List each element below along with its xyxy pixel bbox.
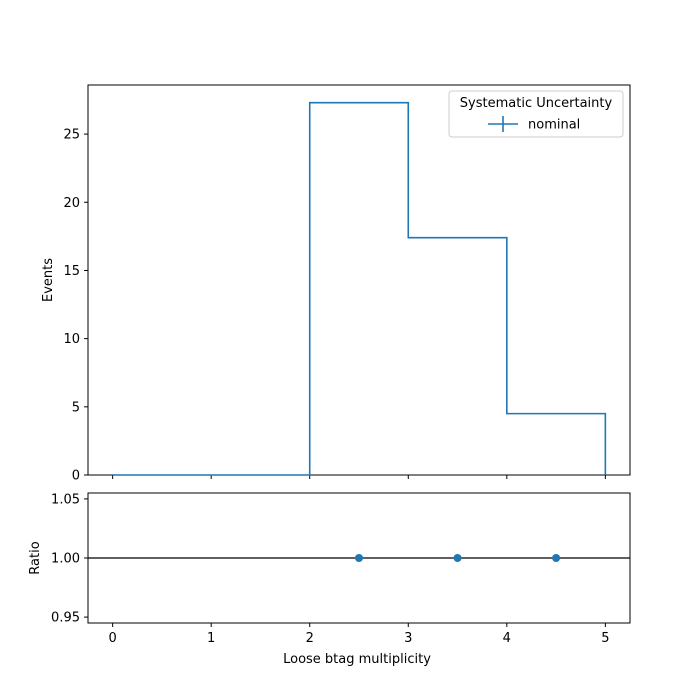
legend-title: Systematic Uncertainty [460, 96, 613, 111]
legend-entry-nominal: nominal [528, 118, 580, 133]
main-panel: 0 5 10 15 20 25 Events Systematic Uncertainty no… [41, 84, 631, 484]
ratio-x-tick-label: 1 [207, 631, 215, 646]
ratio-point [552, 554, 561, 562]
main-y-tick-label: 0 [72, 469, 80, 484]
main-y-tick-label: 15 [63, 264, 80, 279]
ratio-x-tick-label: 5 [601, 631, 609, 646]
main-y-tick-label: 20 [63, 196, 80, 211]
ratio-point [355, 554, 363, 562]
main-plot-frame [87, 84, 631, 476]
ratio-x-tick-label: 0 [108, 631, 116, 646]
histogram-bin [408, 238, 507, 475]
legend-frame [448, 90, 624, 138]
ratio-y-tick-label: 1.05 [51, 492, 80, 507]
ratio-panel: 0.95 1.00 1.05 0 1 2 3 4 5 Ratio Loose btag multip… [28, 492, 631, 667]
main-y-axis-label: Events [41, 258, 56, 302]
ratio-x-tick-label: 2 [306, 631, 314, 646]
ratio-y-tick-label: 0.95 [51, 611, 80, 626]
ratio-y-axis-label: Ratio [28, 541, 43, 574]
histogram-series-nominal [112, 101, 607, 476]
legend: Systematic Uncertainty nominal [448, 90, 624, 138]
main-y-tick-label: 10 [63, 332, 80, 347]
ratio-point [453, 554, 462, 562]
histogram-bin [507, 414, 606, 475]
main-y-tick-label: 5 [72, 400, 80, 415]
ratio-x-tick-label: 4 [503, 631, 511, 646]
x-axis-label: Loose btag multiplicity [283, 652, 431, 667]
ratio-x-tick-label: 3 [404, 631, 412, 646]
histogram-bin [310, 103, 409, 475]
ratio-y-tick-label: 1.00 [51, 552, 80, 567]
main-y-tick-label: 25 [63, 128, 80, 143]
